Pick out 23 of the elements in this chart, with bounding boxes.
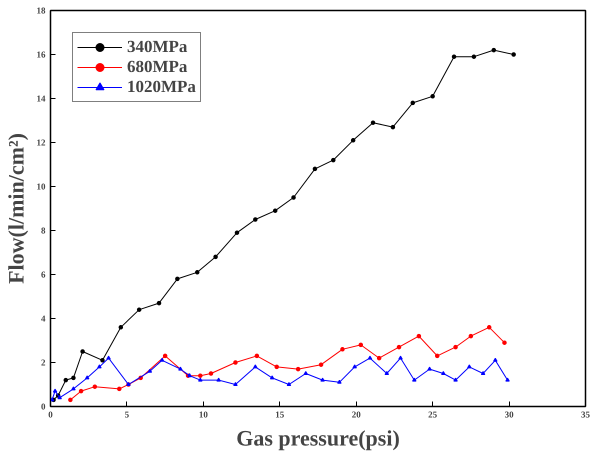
x-tick-label: 20 <box>352 410 362 420</box>
y-tick-label: 10 <box>36 182 46 192</box>
x-tick-label: 15 <box>275 410 285 420</box>
legend-label: 680MPa <box>127 57 188 77</box>
legend-label: 340MPa <box>127 37 188 57</box>
x-tick-label: 5 <box>124 410 130 420</box>
legend-label: 1020MPa <box>127 77 196 97</box>
y-tick-label: 4 <box>41 314 46 324</box>
y-tick-label: 12 <box>36 138 46 148</box>
x-tick-label: 10 <box>198 410 208 420</box>
y-tick-label: 6 <box>41 270 46 280</box>
y-tick-label: 14 <box>36 94 46 104</box>
x-tick-label: 30 <box>504 410 514 420</box>
y-tick-label: 8 <box>41 226 46 236</box>
y-tick-label: 16 <box>36 50 46 60</box>
x-tick-label: 35 <box>581 410 590 420</box>
y-tick-label: 2 <box>41 358 46 368</box>
y-tick-label: 18 <box>36 6 46 16</box>
x-axis-title: Gas pressure(psi) <box>236 426 400 450</box>
y-axis-title: Flow(l/min/cm²) <box>4 133 28 284</box>
y-tick-label: 0 <box>41 402 46 412</box>
x-tick-label: 0 <box>48 410 54 420</box>
x-tick-label: 25 <box>428 410 438 420</box>
